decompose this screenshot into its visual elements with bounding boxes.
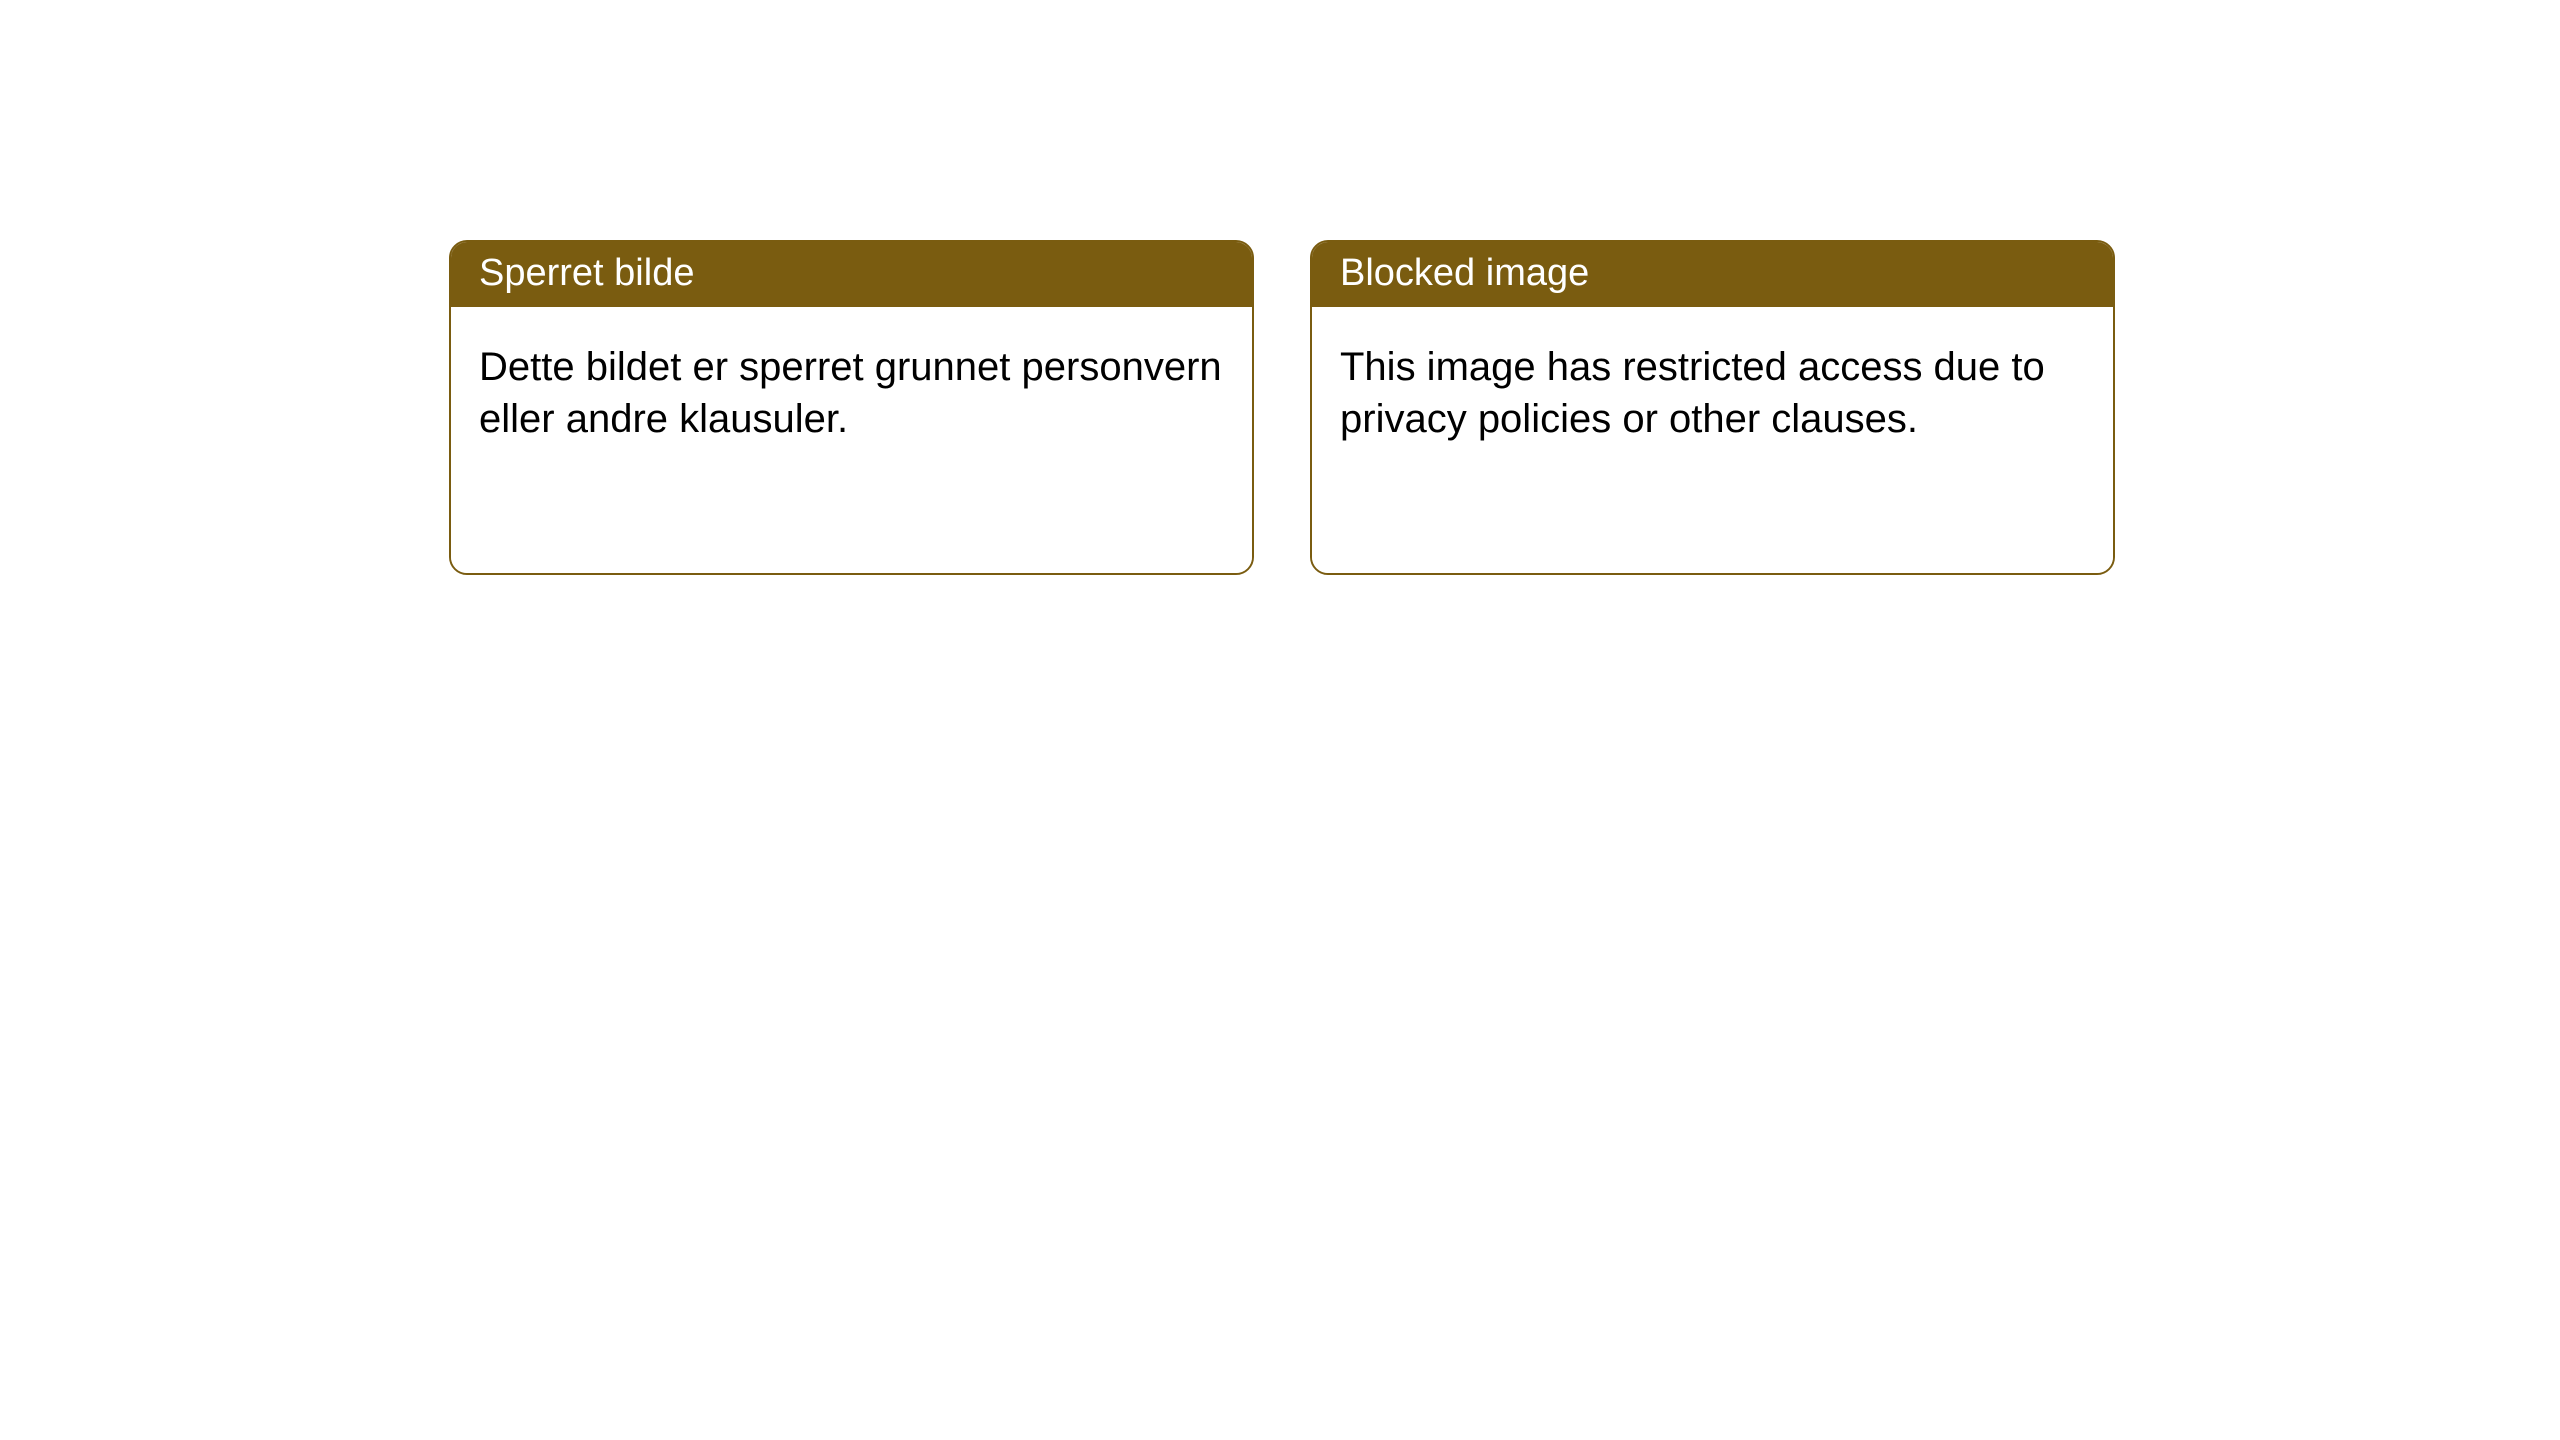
notice-header: Sperret bilde [451, 242, 1252, 307]
notice-body: Dette bildet er sperret grunnet personve… [451, 307, 1252, 573]
notice-container: Sperret bilde Dette bildet er sperret gr… [0, 0, 2560, 575]
notice-title: Sperret bilde [479, 252, 1224, 295]
notice-card-english: Blocked image This image has restricted … [1310, 240, 2115, 575]
notice-text: Dette bildet er sperret grunnet personve… [479, 341, 1224, 445]
notice-text: This image has restricted access due to … [1340, 341, 2085, 445]
notice-card-norwegian: Sperret bilde Dette bildet er sperret gr… [449, 240, 1254, 575]
notice-body: This image has restricted access due to … [1312, 307, 2113, 573]
notice-title: Blocked image [1340, 252, 2085, 295]
notice-header: Blocked image [1312, 242, 2113, 307]
